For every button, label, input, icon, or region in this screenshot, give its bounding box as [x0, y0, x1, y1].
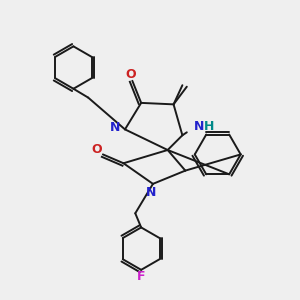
Text: N: N	[194, 120, 204, 133]
Text: F: F	[137, 270, 146, 283]
Text: N: N	[146, 186, 156, 199]
Text: O: O	[125, 68, 136, 81]
Text: H: H	[204, 120, 214, 133]
Text: N: N	[110, 122, 121, 134]
Text: O: O	[92, 143, 102, 157]
